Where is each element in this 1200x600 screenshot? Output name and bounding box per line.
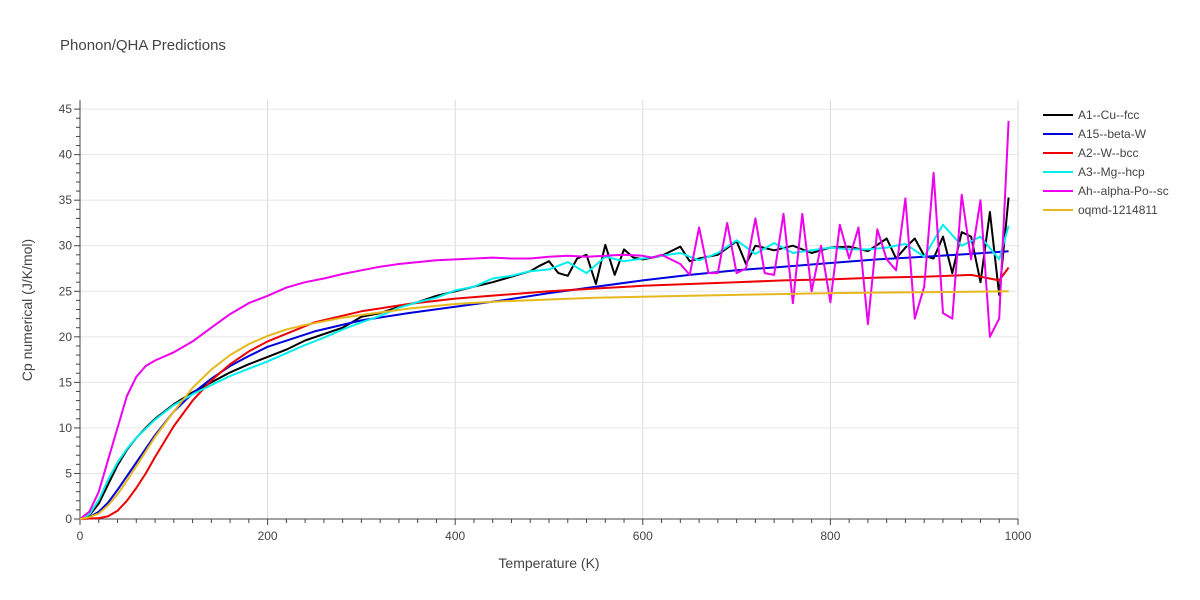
- series-line-A3--Mg--hcp[interactable]: [79, 223, 1010, 520]
- legend[interactable]: A1--Cu--fcc A15--beta-W A2--W--bcc A3--Mg--…: [1043, 108, 1169, 217]
- chart-title: Phonon/QHA Predictions: [60, 37, 226, 54]
- y-tick-label: 20: [59, 330, 73, 344]
- legend-label: A1--Cu--fcc: [1078, 108, 1139, 122]
- x-tick-label: 400: [445, 529, 465, 543]
- legend-label: oqmd-1214811: [1078, 203, 1158, 217]
- legend-label: A15--beta-W: [1078, 127, 1147, 141]
- y-axis-title: Cp numerical (J/K/mol): [19, 239, 35, 381]
- legend-item[interactable]: A2--W--bcc: [1043, 146, 1138, 160]
- y-tick-label: 45: [59, 102, 73, 116]
- x-tick-label: 200: [258, 529, 278, 543]
- x-tick-label: 1000: [1005, 529, 1032, 543]
- legend-item[interactable]: A1--Cu--fcc: [1043, 108, 1139, 122]
- grid: [80, 100, 1019, 519]
- series-line-oqmd-1214811[interactable]: [79, 290, 1009, 520]
- axes: 0 200 400 600 800 1000 0 5 10 15 20 25 30 35 40 45: [59, 100, 1032, 543]
- series-line-Ah--alpha-Po--sc[interactable]: [79, 120, 1010, 520]
- y-tick-label: 25: [59, 284, 73, 298]
- legend-label: A3--Mg--hcp: [1078, 165, 1145, 179]
- legend-item[interactable]: oqmd-1214811: [1043, 203, 1158, 217]
- x-tick-label: 600: [633, 529, 653, 543]
- legend-item[interactable]: A15--beta-W: [1043, 127, 1147, 141]
- legend-item[interactable]: A3--Mg--hcp: [1043, 165, 1145, 179]
- y-tick-label: 15: [59, 375, 73, 389]
- y-tick-label: 0: [65, 512, 72, 526]
- x-tick-label: 800: [820, 529, 840, 543]
- x-axis-title: Temperature (K): [498, 555, 599, 571]
- y-tick-label: 10: [59, 421, 73, 435]
- y-tick-label: 35: [59, 193, 73, 207]
- legend-label: Ah--alpha-Po--sc: [1078, 184, 1169, 198]
- y-tick-label: 40: [59, 148, 73, 162]
- series-line-A15--beta-W[interactable]: [79, 250, 1009, 520]
- y-tick-label: 5: [65, 466, 72, 480]
- series-line-A2--W--bcc[interactable]: [79, 267, 1010, 520]
- legend-label: A2--W--bcc: [1078, 146, 1138, 160]
- x-tick-label: 0: [77, 529, 84, 543]
- legend-item[interactable]: Ah--alpha-Po--sc: [1043, 184, 1169, 198]
- plot-area: [79, 120, 1010, 520]
- y-tick-label: 30: [59, 239, 73, 253]
